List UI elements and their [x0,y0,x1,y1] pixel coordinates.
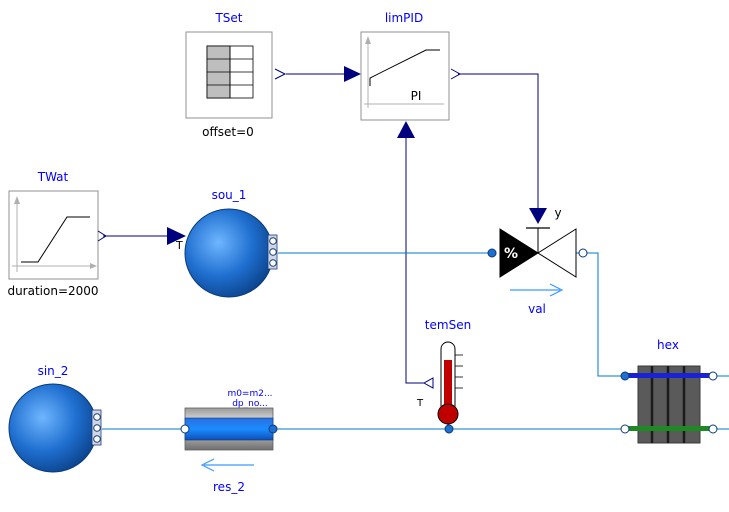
tset-output-port[interactable] [274,68,287,80]
tset-param-label: offset=0 [202,125,254,139]
val-port-b[interactable] [578,248,588,258]
boundary-sink-icon [8,383,98,473]
pid-icon [364,36,444,108]
signal-arrow-sou1-input [167,227,186,245]
temsen-port[interactable] [444,424,454,434]
hex-block[interactable]: hex [620,338,718,444]
val-port-a[interactable] [487,248,497,258]
val-input-label: y [554,206,561,220]
ramp-icon [12,196,97,272]
temsen-output-label: T [416,398,424,409]
val-block[interactable]: y % val [487,206,588,316]
signal-arrow-limpid-input [344,66,361,82]
sou1-name-label: sou_1 [212,188,247,202]
hex-port-a1[interactable] [620,371,630,381]
tset-block[interactable]: TSet offset=0 [185,11,287,139]
limpid-block[interactable]: limPID PI [360,11,462,121]
valve-icon [499,227,577,278]
res2-port-b[interactable] [268,424,278,434]
signal-arrow-limpid-feedback [397,121,415,138]
sou1-fluid-ports[interactable] [267,234,278,270]
limpid-output-port[interactable] [450,68,462,80]
twat-name-label: TWat [37,170,69,184]
hex-port-b2[interactable] [708,424,718,434]
signal-line-temsen-limpid[interactable] [405,136,424,384]
hex-name-label: hex [657,338,679,352]
signal-arrow-valve-input [529,208,547,224]
twat-param-label: duration=2000 [7,284,98,298]
res2-block[interactable]: m0=m2... dp_no... res_2 [180,389,278,494]
sin2-name-label: sin_2 [38,364,69,378]
hex-port-b1[interactable] [708,371,718,381]
sin2-block[interactable]: sin_2 [8,364,102,473]
sin2-fluid-ports[interactable] [91,409,102,446]
hex-port-a2[interactable] [620,424,630,434]
boundary-source-icon [184,208,274,298]
sou1-block[interactable]: sou_1 T [175,188,278,298]
fluid-line-valve-hex[interactable] [575,252,625,377]
sou1-port-label: T [175,239,183,252]
limpid-type-label: PI [411,89,422,103]
res2-param1-label: m0=m2... [227,389,272,399]
thermometer-icon [437,341,463,428]
heat-exchanger-icon [625,365,713,444]
res2-flow-arrow [200,458,254,472]
val-name-label: val [528,302,546,316]
pipe-resistance-icon [184,407,274,451]
temsen-output-port[interactable] [422,377,434,389]
limpid-name-label: limPID [385,11,423,25]
val-opening-symbol: % [504,246,518,262]
temsen-name-label: temSen [425,318,471,332]
table-icon [206,45,254,99]
twat-block[interactable]: TWat duration=2000 [7,170,107,298]
twat-output-port[interactable] [97,230,107,242]
signal-line-limpid-valve[interactable] [458,73,539,208]
res2-port-a[interactable] [180,424,190,434]
res2-name-label: res_2 [213,480,245,494]
tset-name-label: TSet [214,11,242,25]
temsen-block[interactable]: temSen T [416,318,471,434]
res2-param2-label: dp_no... [232,399,268,409]
val-flow-arrow [510,283,564,297]
